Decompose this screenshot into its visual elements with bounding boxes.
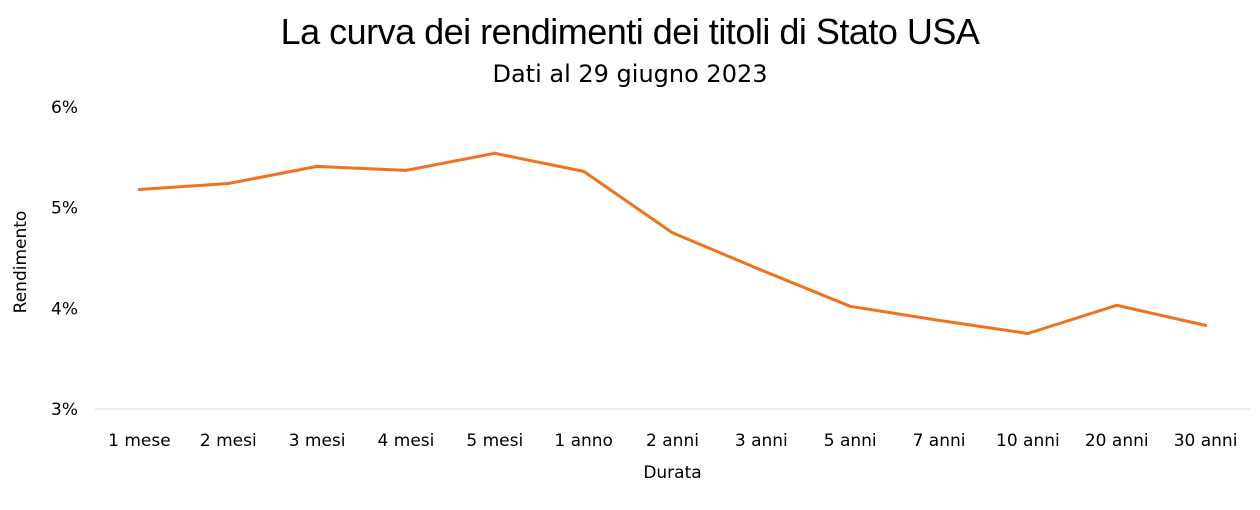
chart-title: La curva dei rendimenti dei titoli di St… (280, 11, 980, 52)
x-tick-label: 5 anni (824, 431, 877, 451)
y-tick-label: 4% (51, 299, 78, 319)
x-tick-label: 5 mesi (466, 431, 523, 451)
x-tick-label: 3 anni (735, 431, 788, 451)
x-axis-title: Durata (643, 463, 701, 483)
data-point (937, 318, 941, 322)
y-tick-label: 3% (51, 400, 78, 420)
x-tick-label: 3 mesi (289, 431, 346, 451)
data-point (315, 164, 319, 168)
data-point (671, 231, 674, 235)
data-point (1115, 303, 1119, 307)
data-point (137, 188, 141, 192)
data-point (226, 182, 230, 186)
series-points (137, 151, 1208, 335)
x-tick-label: 7 anni (913, 431, 966, 451)
y-axis-title: Rendimento (11, 211, 31, 314)
x-tick-label: 1 anno (554, 431, 613, 451)
y-tick-label: 5% (51, 199, 78, 219)
data-point (493, 151, 497, 155)
data-point (759, 268, 763, 272)
data-point (582, 169, 586, 173)
x-tick-label: 10 anni (996, 431, 1060, 451)
series-line (137, 151, 1208, 335)
x-tick-label: 20 anni (1085, 431, 1149, 451)
x-tick-label: 2 mesi (200, 431, 257, 451)
x-tick-label: 1 mese (108, 431, 171, 451)
x-tick-label: 30 anni (1174, 431, 1238, 451)
data-point (848, 304, 852, 308)
data-point (1204, 323, 1208, 327)
x-tick-label: 4 mesi (378, 431, 435, 451)
y-axis-ticks: 3% 4% 5% 6% (51, 98, 78, 420)
data-point (1026, 332, 1030, 335)
chart-subtitle: Dati al 29 giugno 2023 (492, 60, 768, 88)
y-tick-label: 6% (51, 98, 78, 118)
x-tick-label: 2 anni (646, 431, 699, 451)
data-point (404, 168, 408, 172)
x-axis-ticks: 1 mese 2 mesi 3 mesi 4 mesi 5 mesi 1 anno 2 an… (108, 431, 1237, 451)
